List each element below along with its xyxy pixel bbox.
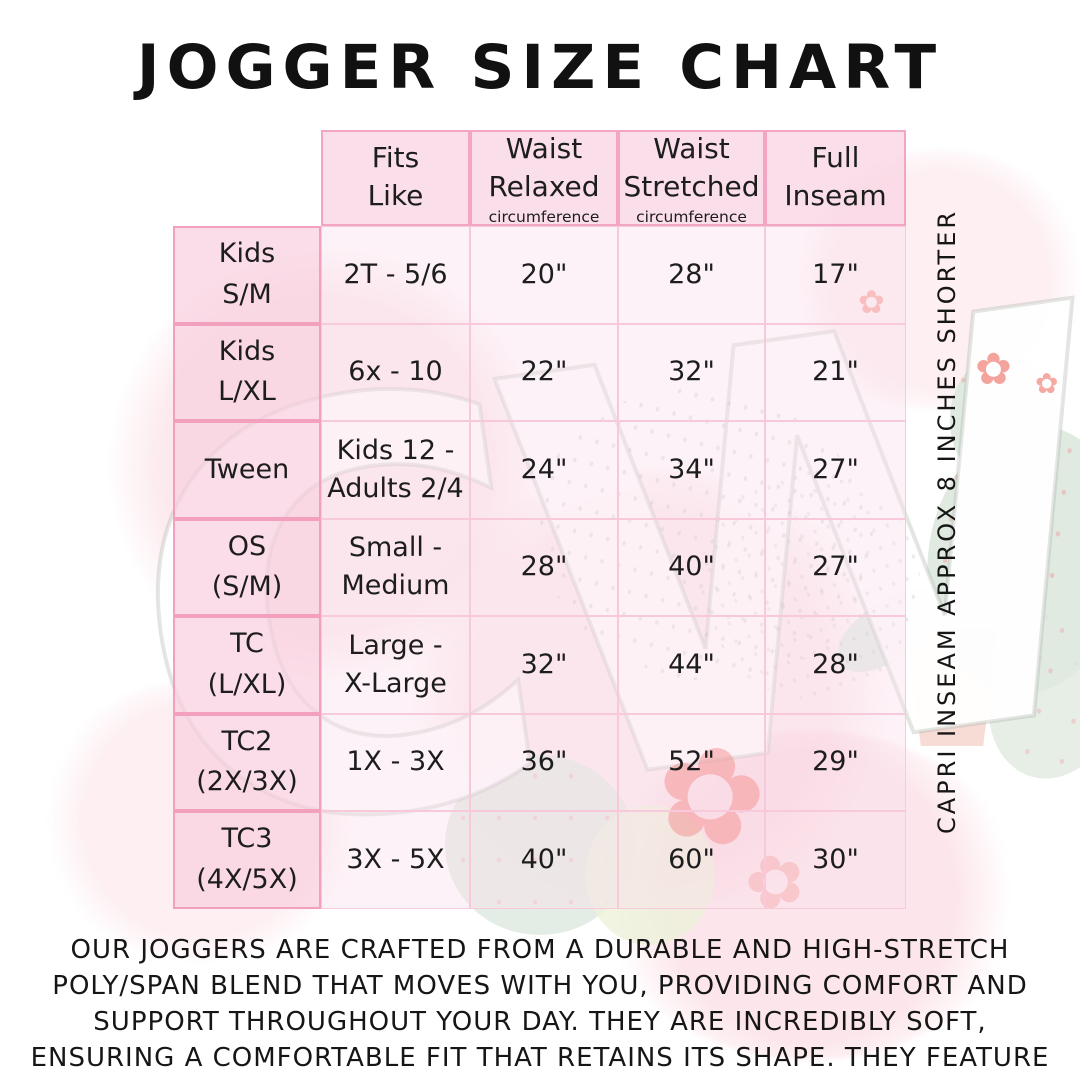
size-cell: Kids 12 - Adults 2/4 xyxy=(321,421,470,519)
size-cell: 32" xyxy=(470,616,618,714)
size-cell: 24" xyxy=(470,421,618,519)
size-cell: 32" xyxy=(618,323,765,421)
column-header-fits-like: Fits Like xyxy=(321,130,470,226)
row-label-tc2-2x3x: TC2 (2X/3X) xyxy=(173,713,321,811)
row-label-tc3-4x5x: TC3 (4X/5X) xyxy=(173,811,321,909)
size-cell: 40" xyxy=(618,518,765,616)
size-cell: 1X - 3X xyxy=(321,713,470,811)
coral-flower-watermark: ✿ xyxy=(1035,367,1059,400)
size-cell: 60" xyxy=(618,811,765,909)
coral-flower-watermark: ✿ xyxy=(975,344,1012,395)
size-cell: 52" xyxy=(618,713,765,811)
size-cell: Large - X-Large xyxy=(321,616,470,714)
size-cell: 3X - 5X xyxy=(321,811,470,909)
size-cell: 30" xyxy=(765,811,906,909)
column-header-label: Waist Relaxed xyxy=(488,132,600,203)
coral-flower-watermark: ✿ xyxy=(858,283,885,321)
size-cell: 20" xyxy=(470,226,618,324)
size-cell: 22" xyxy=(470,323,618,421)
size-cell: 2T - 5/6 xyxy=(321,226,470,324)
column-header-label: Full Inseam xyxy=(784,140,887,212)
column-header-label: Waist Stretched xyxy=(623,132,760,203)
row-label-kids-sm: Kids S/M xyxy=(173,226,321,324)
size-cell: 40" xyxy=(470,811,618,909)
plant-pot-watermark xyxy=(906,628,998,746)
size-cell: 36" xyxy=(470,713,618,811)
column-header-subtext: circumference xyxy=(636,207,747,226)
size-cell: 6x - 10 xyxy=(321,323,470,421)
size-chart-table: Fits Like Waist Relaxed circumference Wa… xyxy=(173,130,906,909)
size-cell: 28" xyxy=(470,518,618,616)
column-header-full-inseam: Full Inseam xyxy=(765,130,906,226)
size-cell: Small - Medium xyxy=(321,518,470,616)
cactus-pad-watermark xyxy=(585,805,715,945)
row-label-tween: Tween xyxy=(173,421,321,519)
size-cell: 27" xyxy=(765,518,906,616)
column-header-label: Fits Like xyxy=(367,140,424,212)
size-cell: 44" xyxy=(618,616,765,714)
page-title: JOGGER SIZE CHART xyxy=(136,32,944,103)
size-cell: 27" xyxy=(765,421,906,519)
size-cell: 29" xyxy=(765,713,906,811)
table-corner-cell xyxy=(173,130,321,226)
size-cell: 28" xyxy=(618,226,765,324)
column-header-subtext: circumference xyxy=(488,207,600,226)
size-cell: 17" xyxy=(765,226,906,324)
size-cell: 21" xyxy=(765,323,906,421)
row-label-os-sm: OS (S/M) xyxy=(173,518,321,616)
size-cell: 34" xyxy=(618,421,765,519)
capri-inseam-note: CAPRI INSEAM APPROX 8 INCHES SHORTER xyxy=(933,208,961,834)
product-description: OUR JOGGERS ARE CRAFTED FROM A DURABLE A… xyxy=(30,935,1050,1080)
size-cell: 28" xyxy=(765,616,906,714)
row-label-tc-lxl: TC (L/XL) xyxy=(173,616,321,714)
row-label-kids-lxl: Kids L/XL xyxy=(173,323,321,421)
column-header-waist-relaxed: Waist Relaxed circumference xyxy=(470,130,618,226)
column-header-waist-stretched: Waist Stretched circumference xyxy=(618,130,765,226)
